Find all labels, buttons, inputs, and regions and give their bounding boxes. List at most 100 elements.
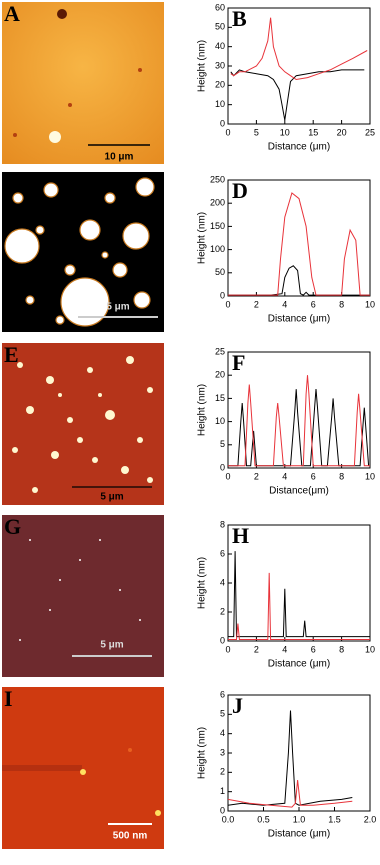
y-tick-label: 100 <box>210 244 225 254</box>
x-tick-label: 0.0 <box>222 814 235 824</box>
scale-bar-label: 10 μm <box>105 152 134 163</box>
y-tick-label: 15 <box>215 393 225 403</box>
panel-label: F <box>232 350 245 375</box>
x-tick-label: 6 <box>311 471 316 481</box>
y-axis-label: Height (nm) <box>197 727 208 779</box>
y-tick-label: 6 <box>220 689 225 699</box>
panel-label: I <box>4 686 13 711</box>
x-tick-label: 5 <box>254 127 259 137</box>
x-axis-label: Distance(μm) <box>269 486 329 497</box>
profile-line <box>228 389 370 467</box>
afm-image <box>2 515 164 677</box>
x-tick-label: 0.5 <box>257 814 270 824</box>
y-tick-label: 4 <box>220 577 225 587</box>
x-tick-label: 8 <box>339 299 344 309</box>
x-axis-label: Distance (μm) <box>268 659 330 670</box>
x-tick-label: 8 <box>339 471 344 481</box>
scale-bar-label: 5 μm <box>100 492 123 503</box>
x-tick-label: 25 <box>365 127 375 137</box>
defect <box>138 68 142 72</box>
y-tick-label: 60 <box>215 2 225 12</box>
panel-label: E <box>4 342 19 367</box>
y-tick-label: 3 <box>220 747 225 757</box>
x-tick-label: 10 <box>365 299 375 309</box>
defect <box>57 9 67 19</box>
y-tick-label: 20 <box>215 370 225 380</box>
afm-image <box>2 2 164 164</box>
x-tick-label: 10 <box>365 644 375 654</box>
x-tick-label: 6 <box>311 644 316 654</box>
x-tick-label: 4 <box>282 471 287 481</box>
y-tick-label: 10 <box>215 416 225 426</box>
panel-label: C <box>4 171 20 196</box>
profile-line <box>227 710 353 806</box>
x-tick-label: 0 <box>225 127 230 137</box>
y-tick-label: 1 <box>220 786 225 796</box>
x-axis-label: Distance (μm) <box>268 314 330 325</box>
y-tick-label: 50 <box>215 267 225 277</box>
x-tick-label: 0 <box>225 644 230 654</box>
x-tick-label: 2 <box>254 299 259 309</box>
y-tick-label: 5 <box>220 439 225 449</box>
x-tick-label: 1.5 <box>328 814 341 824</box>
particles <box>19 539 141 641</box>
y-axis-label: Height (nm) <box>197 212 208 264</box>
plot-frame <box>227 524 371 642</box>
y-tick-label: 200 <box>210 198 225 208</box>
y-tick-label: 50 <box>215 22 225 32</box>
islands <box>4 177 155 327</box>
x-tick-label: 10 <box>365 471 375 481</box>
plot-frame <box>227 179 371 297</box>
streak <box>2 765 82 771</box>
profile-line <box>230 69 365 121</box>
panel-label: J <box>232 693 243 718</box>
y-axis-label: Height (nm) <box>197 557 208 609</box>
particle <box>155 810 161 816</box>
y-tick-label: 0 <box>220 118 225 128</box>
x-tick-label: 20 <box>337 127 347 137</box>
x-tick-label: 0 <box>225 299 230 309</box>
scale-bar-label: 5 μm <box>106 302 129 313</box>
y-tick-label: 25 <box>215 346 225 356</box>
y-tick-label: 4 <box>220 728 225 738</box>
plot-frame <box>227 7 371 125</box>
profile-line <box>228 572 370 640</box>
y-tick-label: 0 <box>220 635 225 645</box>
scale-bar-label: 5 μm <box>100 640 123 651</box>
panel-label: G <box>4 514 21 539</box>
y-tick-label: 6 <box>220 548 225 558</box>
profile-line <box>228 192 370 296</box>
x-axis-label: Distance (μm) <box>268 829 330 840</box>
y-tick-label: 0 <box>220 462 225 472</box>
y-tick-label: 150 <box>210 221 225 231</box>
x-tick-label: 2.0 <box>364 814 377 824</box>
y-tick-label: 8 <box>220 519 225 529</box>
defect <box>49 131 61 143</box>
x-tick-label: 2 <box>254 644 259 654</box>
y-tick-label: 250 <box>210 174 225 184</box>
y-tick-label: 2 <box>220 606 225 616</box>
profile-line <box>228 375 370 467</box>
scale-bar-label: 500 nm <box>113 831 148 842</box>
y-tick-label: 10 <box>215 99 225 109</box>
y-tick-label: 40 <box>215 41 225 51</box>
panel-label: H <box>232 523 249 548</box>
y-tick-label: 5 <box>220 709 225 719</box>
y-axis-label: Height (nm) <box>197 40 208 92</box>
x-tick-label: 0 <box>225 471 230 481</box>
islands <box>12 356 153 493</box>
y-axis-label: Height (nm) <box>197 384 208 436</box>
panel-label: A <box>4 1 20 26</box>
x-tick-label: 6 <box>311 299 316 309</box>
particle <box>128 748 132 752</box>
x-tick-label: 4 <box>282 644 287 654</box>
x-tick-label: 10 <box>280 127 290 137</box>
defect <box>68 103 72 107</box>
y-tick-label: 2 <box>220 767 225 777</box>
x-tick-label: 2 <box>254 471 259 481</box>
particle <box>80 769 86 775</box>
x-tick-label: 8 <box>339 644 344 654</box>
profile-line <box>230 17 368 81</box>
y-tick-label: 0 <box>220 290 225 300</box>
